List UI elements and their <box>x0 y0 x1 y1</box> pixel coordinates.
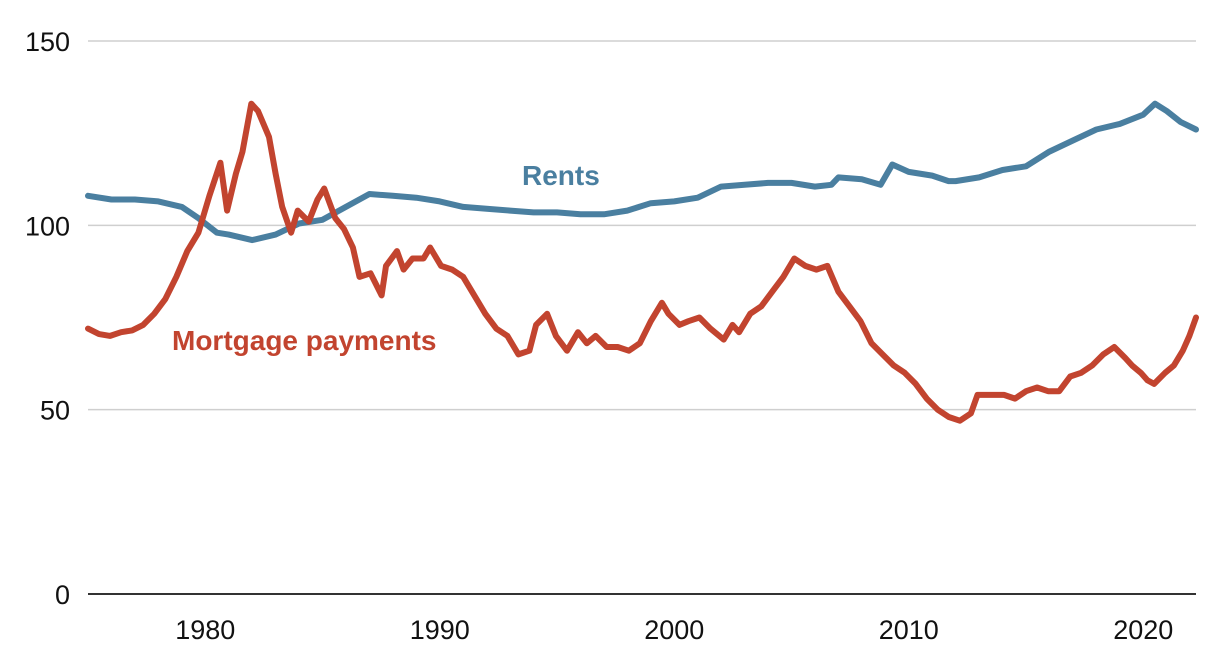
series-line-mortgage <box>85 100 1199 424</box>
x-tick-label: 2010 <box>879 615 939 645</box>
x-tick-label: 2000 <box>644 615 704 645</box>
gridlines <box>88 40 1196 411</box>
axes: 0 50 100 150 1980 1990 2000 2010 2020 <box>25 27 1196 645</box>
y-tick-label: 50 <box>40 396 70 426</box>
series-label-mortgage: Mortgage payments <box>172 325 437 356</box>
series-label-rents: Rents <box>522 160 600 191</box>
y-tick-label: 100 <box>25 211 70 241</box>
x-tick-label: 1990 <box>410 615 470 645</box>
series-lines <box>85 100 1199 424</box>
series-line-rents <box>85 100 1199 244</box>
x-tick-label: 1980 <box>175 615 235 645</box>
y-tick-label: 150 <box>25 27 70 57</box>
y-tick-label: 0 <box>55 580 70 610</box>
x-tick-label: 2020 <box>1113 615 1173 645</box>
